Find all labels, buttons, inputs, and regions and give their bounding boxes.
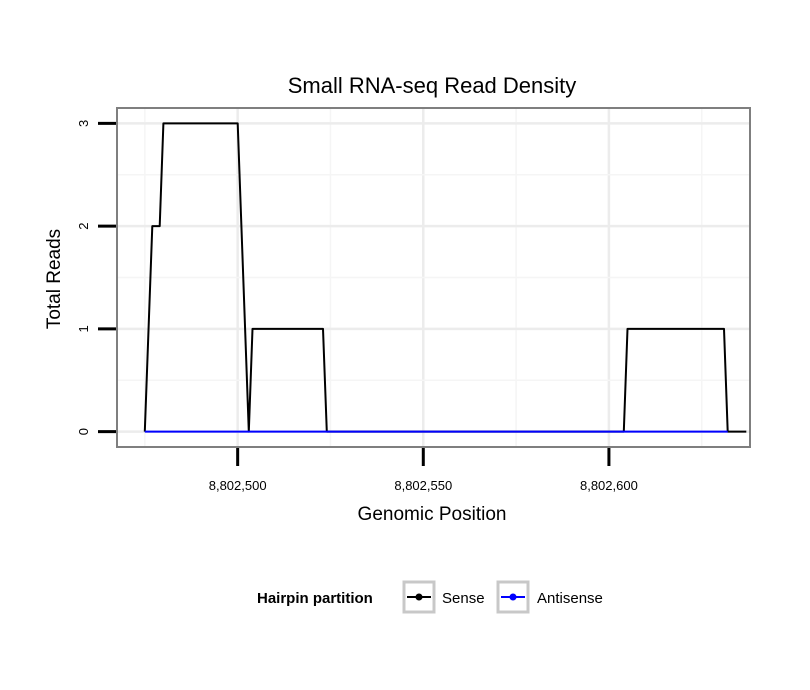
plot-panel-border [116, 107, 751, 448]
legend-label-antisense: Antisense [537, 590, 603, 607]
legend: Hairpin partition Sense Antisense [257, 580, 603, 614]
x-tick-label: 8,802,550 [394, 478, 452, 493]
grid [117, 108, 750, 447]
y-tick-label: 3 [76, 120, 91, 127]
y-tick-label: 0 [76, 428, 91, 435]
series-line-sense [143, 122, 747, 433]
y-tick-label: 2 [76, 223, 91, 230]
x-axis-title: Genomic Position [358, 504, 507, 525]
x-tick-label: 8,802,600 [580, 478, 638, 493]
y-axis-title: Total Reads [44, 229, 65, 329]
legend-title: Hairpin partition [257, 590, 373, 607]
legend-point-sense [415, 593, 423, 601]
chart-title: Small RNA-seq Read Density [288, 73, 577, 98]
legend-point-antisense [509, 593, 517, 601]
y-tick-label: 1 [76, 325, 91, 332]
plot-series [143, 122, 747, 433]
x-tick-label: 8,802,500 [209, 478, 267, 493]
axes: 0 1 2 3 8,802,500 8,802,550 8,802,600 [76, 120, 638, 493]
legend-label-sense: Sense [442, 590, 485, 607]
